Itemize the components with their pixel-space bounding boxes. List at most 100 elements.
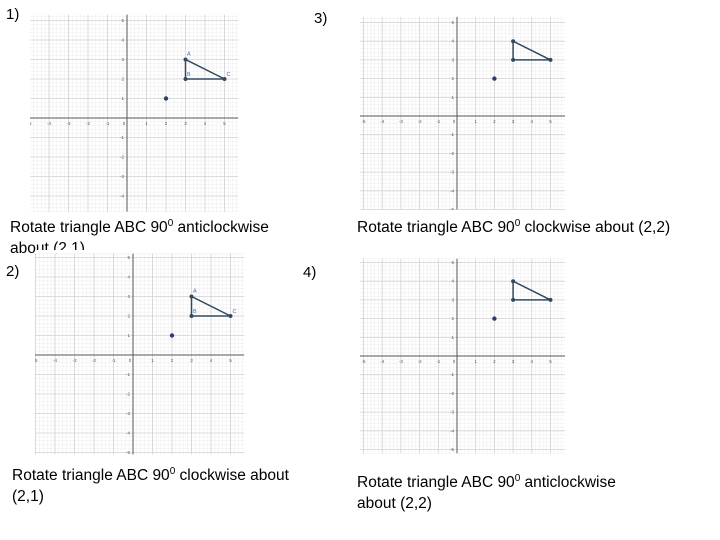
problem-2-caption: Rotate triangle ABC 900 clockwise about … bbox=[12, 461, 322, 507]
y-tick-label: 2 bbox=[451, 76, 454, 81]
x-tick-label: -4 bbox=[53, 358, 57, 363]
x-tick-label: -4 bbox=[47, 121, 51, 126]
problem-4-caption: Rotate triangle ABC 900 anticlockwise ab… bbox=[357, 468, 657, 514]
problem-3-graph: -5 -4 -3 -2 -1 0 1 2 3 4 5 5 4 3 2 1 -1 -2 -3 -4 -5 bbox=[360, 12, 565, 210]
y-tick-label: 4 bbox=[121, 38, 124, 43]
y-tick-label: 1 bbox=[451, 95, 454, 100]
x-tick-label: 2 bbox=[165, 121, 168, 126]
y-tick-label: 1 bbox=[121, 96, 124, 101]
x-tick-label: -4 bbox=[380, 359, 384, 364]
y-tick-label: -4 bbox=[450, 428, 454, 433]
problem-4-degree: 0 bbox=[514, 473, 521, 484]
x-tick-label: -3 bbox=[72, 358, 76, 363]
problem-2-coordinate-grid: -5 -4 -3 -2 -1 0 1 2 3 4 5 5 4 3 2 1 -1 -2 -3 -4 -5 A B C bbox=[35, 253, 245, 455]
vertex-c bbox=[222, 77, 227, 81]
vertex-label-c: C bbox=[227, 72, 231, 78]
triangle-abc bbox=[184, 58, 225, 80]
problem-1-caption-text: Rotate triangle ABC 90 bbox=[10, 219, 168, 237]
y-tick-label: -1 bbox=[120, 135, 124, 140]
x-tick-label: 4 bbox=[531, 359, 534, 364]
y-tick-label: 2 bbox=[451, 316, 454, 321]
y-tick-label: -4 bbox=[120, 194, 124, 199]
problem-2-caption-rest: clockwise about (2,1) bbox=[12, 467, 289, 506]
x-tick-label: 3 bbox=[190, 358, 193, 363]
y-tick-label: 2 bbox=[121, 77, 124, 82]
x-tick-label: 1 bbox=[474, 359, 477, 364]
x-tick-label: 5 bbox=[223, 121, 226, 126]
y-tick-label: 4 bbox=[451, 39, 454, 44]
x-tick-label: 0 bbox=[453, 359, 456, 364]
x-tick-label: -4 bbox=[380, 119, 384, 124]
x-tick-label: 1 bbox=[474, 119, 477, 124]
centre-of-rotation-point bbox=[492, 76, 497, 81]
problem-3-caption: Rotate triangle ABC 900 clockwise about … bbox=[357, 213, 677, 238]
y-tick-label: -4 bbox=[450, 188, 454, 193]
x-tick-label: 3 bbox=[512, 119, 515, 124]
centre-of-rotation-point bbox=[163, 96, 169, 101]
y-tick-label: -4 bbox=[126, 431, 130, 436]
x-tick-label: -3 bbox=[399, 119, 403, 124]
x-tick-label: -5 bbox=[361, 359, 365, 364]
y-tick-label: -1 bbox=[450, 372, 454, 377]
vertex-label-b: B bbox=[187, 72, 191, 78]
problem-4-number: 4) bbox=[303, 264, 317, 281]
x-tick-label: 3 bbox=[512, 359, 515, 364]
problem-2-number: 2) bbox=[6, 263, 20, 280]
x-tick-label: -5 bbox=[30, 121, 32, 126]
y-tick-label: 3 bbox=[127, 294, 130, 299]
problem-1-degree: 0 bbox=[167, 218, 174, 229]
problem-3-coordinate-grid: -5 -4 -3 -2 -1 0 1 2 3 4 5 5 4 3 2 1 -1 -2 -3 -4 -5 bbox=[360, 16, 565, 210]
y-tick-label: -3 bbox=[126, 411, 130, 416]
x-tick-label: -3 bbox=[399, 359, 403, 364]
vertex-c bbox=[548, 297, 553, 302]
vertex-label-b: B bbox=[193, 309, 197, 315]
x-tick-label: 2 bbox=[171, 358, 174, 363]
x-tick-label: -2 bbox=[86, 121, 90, 126]
problem-4-caption-rest: anticlockwise about (2,2) bbox=[357, 474, 616, 513]
y-tick-label: 2 bbox=[127, 314, 130, 319]
x-tick-label: 5 bbox=[549, 119, 552, 124]
x-tick-label: 0 bbox=[123, 121, 126, 126]
x-tick-label: -1 bbox=[436, 359, 440, 364]
y-tick-label: 1 bbox=[127, 333, 130, 338]
y-tick-label: -3 bbox=[450, 410, 454, 415]
y-tick-label: 1 bbox=[451, 335, 454, 340]
problem-1-number: 1) bbox=[6, 6, 20, 23]
y-tick-label: 4 bbox=[127, 275, 130, 280]
vertex-b bbox=[183, 77, 188, 81]
y-tick-label: -2 bbox=[450, 391, 454, 396]
x-tick-label: 5 bbox=[549, 359, 552, 364]
x-tick-label: 4 bbox=[204, 121, 207, 126]
y-tick-label: 5 bbox=[451, 20, 454, 25]
vertex-b bbox=[511, 57, 516, 62]
problem-4-coordinate-grid: -5 -4 -3 -2 -1 0 1 2 3 4 5 5 4 3 2 1 -1 -2 -3 -4 -5 bbox=[360, 258, 565, 454]
x-tick-label: 4 bbox=[210, 358, 213, 363]
x-tick-label: -5 bbox=[361, 119, 365, 124]
x-tick-label: 3 bbox=[184, 121, 187, 126]
vertex-a bbox=[183, 57, 188, 62]
y-tick-label: 3 bbox=[451, 297, 454, 302]
x-tick-label: 1 bbox=[151, 358, 154, 363]
vertex-label-c: C bbox=[233, 309, 237, 315]
y-tick-label: 5 bbox=[121, 18, 124, 23]
problem-4-caption-text: Rotate triangle ABC 90 bbox=[357, 474, 515, 492]
triangle-abc bbox=[512, 39, 551, 61]
triangle-abc bbox=[512, 279, 551, 301]
y-tick-label: -2 bbox=[126, 392, 130, 397]
vertex-a bbox=[511, 39, 516, 44]
x-tick-label: -1 bbox=[436, 119, 440, 124]
x-tick-label: 2 bbox=[493, 359, 496, 364]
problem-2-graph: -5 -4 -3 -2 -1 0 1 2 3 4 5 5 4 3 2 1 -1 -2 -3 -4 -5 A B C bbox=[35, 250, 250, 455]
x-tick-label: -1 bbox=[111, 358, 115, 363]
y-tick-label: 3 bbox=[121, 57, 124, 62]
x-tick-label: 5 bbox=[229, 358, 232, 363]
centre-of-rotation-point bbox=[169, 333, 175, 338]
vertex-label-a: A bbox=[193, 289, 197, 295]
x-tick-label: 0 bbox=[453, 119, 456, 124]
vertex-a bbox=[189, 294, 194, 299]
vertex-label-a: A bbox=[187, 52, 191, 58]
x-tick-label: 4 bbox=[531, 119, 534, 124]
centre-of-rotation-point bbox=[492, 316, 497, 321]
x-tick-label: 1 bbox=[145, 121, 148, 126]
problem-2-caption-text: Rotate triangle ABC 90 bbox=[12, 467, 170, 485]
